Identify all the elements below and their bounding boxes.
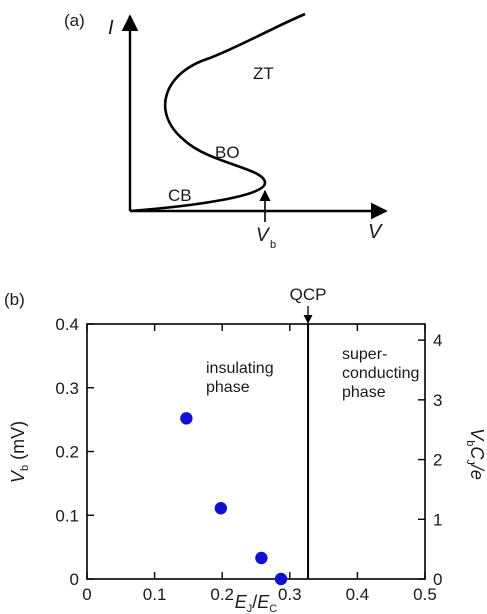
x-tick-label: 0.4 bbox=[346, 585, 370, 604]
y-right-tick-label: 4 bbox=[433, 331, 442, 350]
data-point bbox=[180, 412, 193, 425]
annotation-superconducting-line-1: super- bbox=[342, 346, 387, 363]
x-tick-label: 0.5 bbox=[413, 585, 437, 604]
vb-label-a: V bbox=[256, 225, 271, 246]
panel-a-label: (a) bbox=[64, 11, 85, 30]
y-tick-label: 0 bbox=[70, 570, 79, 589]
region-label-cb: CB bbox=[168, 186, 192, 205]
x-axis-label-a: V bbox=[368, 221, 383, 243]
x-axis-label-b-sub-c: C bbox=[269, 603, 277, 614]
y-axis-label-right-b: VbCJ/e bbox=[464, 428, 487, 480]
y-axis-label-right-b-e: /e bbox=[467, 463, 487, 480]
y-right-tick-label: 3 bbox=[433, 391, 442, 410]
y-axis-label-right-b-c: C bbox=[467, 446, 487, 460]
y-axis-label-right-b-v: V bbox=[467, 428, 487, 442]
y-right-tick-label: 2 bbox=[433, 451, 442, 470]
x-tick-label: 0.2 bbox=[210, 585, 234, 604]
x-tick-label: 0 bbox=[82, 585, 91, 604]
y-tick-label: 0.3 bbox=[55, 379, 79, 398]
y-tick-label: 0.4 bbox=[55, 315, 79, 334]
data-point bbox=[255, 551, 268, 565]
y-axis-label-right-b-sub-j: J bbox=[464, 459, 476, 465]
x-axis-label-b-e1: E bbox=[235, 592, 248, 612]
data-point bbox=[274, 572, 288, 586]
annotation-superconducting-line-2: conducting bbox=[342, 365, 419, 382]
data-points bbox=[180, 412, 288, 586]
annotation-insulating: insulating phase bbox=[206, 360, 278, 396]
qcp-label: QCP bbox=[290, 285, 327, 304]
iv-curve bbox=[129, 12, 306, 213]
panel-b-label: (b) bbox=[4, 290, 25, 309]
y-axis-label-b: Vb (mV) bbox=[8, 421, 31, 483]
y-right-tick-label: 0 bbox=[433, 570, 442, 589]
vb-label-a-sub: b bbox=[270, 239, 276, 251]
x-tick-label: 0.3 bbox=[278, 585, 302, 604]
y-axis-label-right-b-sub-b: b bbox=[464, 440, 476, 446]
y-axis-label-a: I bbox=[108, 17, 114, 39]
annotation-insulating-line-2: phase bbox=[206, 379, 250, 396]
x-tick-label: 0.1 bbox=[143, 585, 167, 604]
region-label-bo: BO bbox=[215, 143, 240, 162]
y-right-tick-label: 1 bbox=[433, 510, 442, 529]
y-axis-label-b-sub: b bbox=[19, 465, 31, 471]
y-tick-label: 0.1 bbox=[55, 506, 79, 525]
annotation-superconducting: super- conducting phase bbox=[342, 346, 424, 401]
y-axis-label-b-unit: (mV) bbox=[8, 421, 28, 465]
region-label-zt: ZT bbox=[253, 64, 274, 83]
x-axis-label-b-sub-j: J bbox=[247, 603, 253, 614]
y-axis-label-b-main: V bbox=[8, 469, 28, 483]
x-axis-label-b-sep: / bbox=[252, 592, 257, 612]
x-axis-label-b-e2: E bbox=[257, 592, 270, 612]
panel-a: (a) I V ZT BO CB V b bbox=[64, 11, 388, 251]
data-point bbox=[214, 502, 228, 515]
annotation-superconducting-line-3: phase bbox=[342, 384, 386, 401]
y-tick-label: 0.2 bbox=[55, 443, 79, 462]
annotation-insulating-line-1: insulating bbox=[206, 360, 274, 377]
x-axis-label-b: EJ/EC bbox=[235, 592, 278, 614]
